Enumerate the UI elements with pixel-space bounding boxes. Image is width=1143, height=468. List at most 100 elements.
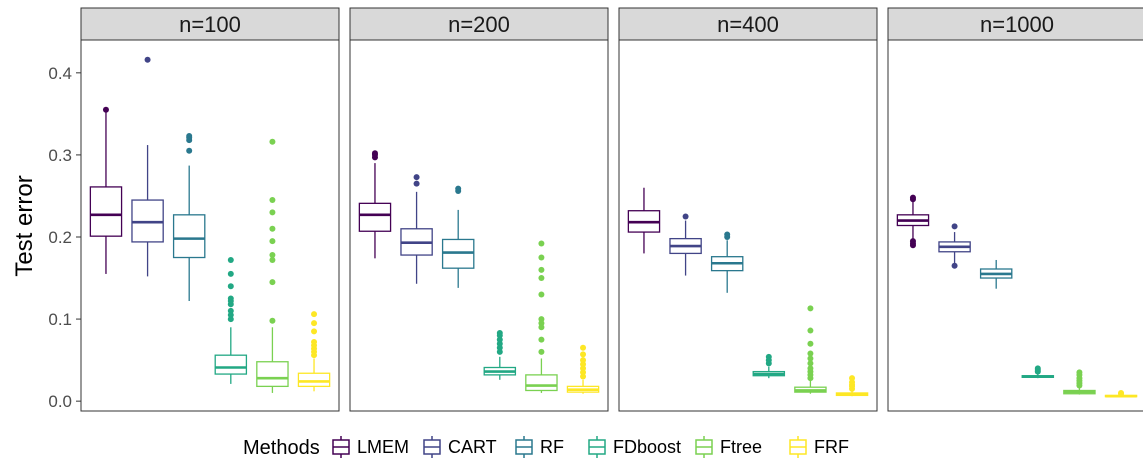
outlier-point	[269, 279, 276, 286]
outlier-point	[807, 360, 814, 367]
outlier-point	[269, 209, 276, 216]
box-rf	[979, 259, 1013, 289]
facet-panel: n=1000	[887, 7, 1143, 412]
legend-label: CART	[448, 437, 497, 457]
box-lmem	[896, 194, 930, 249]
outlier-point	[311, 311, 318, 318]
outlier-point	[538, 336, 545, 343]
outlier-point	[496, 340, 503, 347]
outlier-point	[311, 339, 318, 346]
outlier-point	[807, 340, 814, 347]
outlier-point	[580, 361, 587, 368]
facet-strip-label: n=200	[448, 12, 510, 37]
outlier-point	[311, 320, 318, 327]
outlier-point	[186, 133, 193, 140]
y-tick-label: 0.3	[48, 146, 72, 165]
box-fdboost	[214, 256, 248, 384]
box-cart	[400, 174, 433, 284]
outlier-point	[538, 324, 545, 331]
outlier-point	[269, 197, 276, 204]
box-lmem	[358, 150, 392, 259]
facet-panels: n=100 n=200 n=400 n=1000	[80, 7, 1143, 412]
box-lmem	[627, 187, 661, 254]
outlier-point	[909, 238, 916, 245]
outlier-point	[849, 379, 856, 386]
box-rf	[710, 231, 744, 293]
outlier-point	[538, 240, 545, 247]
outlier-point	[538, 320, 545, 327]
outlier-point	[413, 174, 420, 181]
box-ftree	[1063, 369, 1096, 395]
legend-label: RF	[540, 437, 564, 457]
box-iqr	[172, 214, 206, 259]
facet-strip	[349, 7, 609, 41]
facet-panel: n=400	[618, 7, 878, 412]
outlier-point	[1076, 369, 1083, 376]
legend-item-rf: RF	[515, 436, 564, 458]
outlier-point	[538, 316, 545, 323]
panel-frame	[887, 39, 1143, 412]
box-cart	[669, 213, 702, 276]
outlier-point	[724, 231, 731, 238]
outlier-point	[807, 305, 814, 312]
outlier-point	[765, 353, 772, 360]
outlier-point	[951, 223, 958, 230]
outlier-point	[269, 252, 276, 259]
outlier-point	[807, 365, 814, 372]
outlier-point	[227, 283, 234, 290]
outlier-point	[538, 254, 545, 261]
facet-strip-label: n=100	[179, 12, 241, 37]
outlier-point	[580, 351, 587, 358]
y-tick-label: 0.0	[48, 392, 72, 411]
outlier-point	[413, 180, 420, 187]
outlier-point	[227, 256, 234, 263]
outlier-point	[580, 365, 587, 372]
outlier-point	[269, 225, 276, 232]
box-iqr	[297, 372, 331, 388]
outlier-point	[186, 147, 193, 154]
box-ftree	[525, 240, 558, 393]
outlier-point	[496, 330, 503, 337]
box-ftree	[256, 138, 289, 393]
facet-strip	[618, 7, 878, 41]
legend-title: Methods	[243, 437, 320, 459]
outlier-point	[538, 348, 545, 355]
outlier-point	[269, 256, 276, 263]
y-tick-label: 0.1	[48, 310, 72, 329]
outlier-point	[580, 373, 587, 380]
outlier-point	[807, 327, 814, 334]
legend-item-lmem: LMEM	[332, 436, 409, 458]
facet-panel: n=100	[80, 7, 340, 412]
outlier-point	[496, 348, 503, 355]
outlier-point	[951, 262, 958, 269]
box-cart	[938, 223, 971, 269]
y-tick-label: 0.4	[48, 64, 72, 83]
legend-label: Ftree	[720, 437, 762, 457]
facet-strip-label: n=1000	[980, 12, 1054, 37]
outlier-point	[909, 194, 916, 201]
box-frf	[835, 375, 869, 397]
outlier-point	[580, 369, 587, 376]
box-lmem	[89, 106, 123, 274]
outlier-point	[227, 307, 234, 314]
panel-frame	[80, 39, 340, 412]
outlier-point	[496, 336, 503, 343]
outlier-point	[227, 270, 234, 277]
outlier-point	[538, 266, 545, 273]
box-iqr	[89, 186, 123, 237]
outlier-point	[538, 291, 545, 298]
panel-frame	[618, 39, 878, 412]
box-rf	[441, 185, 475, 288]
outlier-point	[538, 275, 545, 282]
y-axis: 0.0 0.1 0.2 0.3 0.4	[48, 64, 81, 411]
facet-panel: n=200	[349, 7, 609, 412]
outlier-point	[269, 238, 276, 245]
outlier-point	[496, 344, 503, 351]
box-iqr	[214, 354, 248, 375]
box-fdboost	[1021, 365, 1055, 379]
outlier-point	[849, 375, 856, 382]
legend-label: FDboost	[613, 437, 681, 457]
outlier-point	[682, 213, 689, 220]
box-fdboost	[483, 330, 517, 380]
